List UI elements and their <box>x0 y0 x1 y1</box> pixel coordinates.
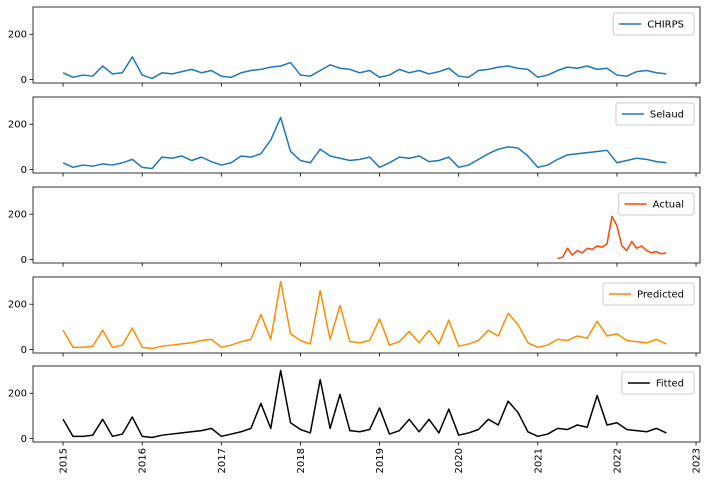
x-tick-label: 2021 <box>533 448 544 473</box>
plot-area <box>62 280 667 350</box>
legend-box <box>615 102 695 126</box>
y-tick-label: 0 <box>21 75 27 86</box>
series-line <box>62 369 667 439</box>
legend: Predicted <box>602 282 695 306</box>
x-tick-label: 2020 <box>454 448 465 473</box>
axes-frame <box>32 365 701 443</box>
y-tick-label: 0 <box>21 255 27 266</box>
series-line <box>62 280 667 350</box>
series-line <box>557 215 667 260</box>
legend-label: Actual <box>653 200 684 211</box>
plot-area <box>62 369 667 439</box>
legend-box <box>618 192 695 216</box>
y-tick-label: 0 <box>21 345 27 356</box>
legend-label: Predicted <box>637 290 684 301</box>
x-tick-label: 2022 <box>612 448 623 473</box>
x-tick-label: 2015 <box>59 448 70 473</box>
legend-label: Selaud <box>650 110 684 121</box>
y-tick-label: 0 <box>21 165 27 176</box>
legend-box <box>612 12 695 36</box>
y-tick-label: 200 <box>8 300 27 311</box>
axes-frame <box>32 6 701 84</box>
plot-area <box>62 116 667 170</box>
plot-area <box>62 56 667 80</box>
axes-frame <box>32 96 701 174</box>
plot-area <box>557 215 667 260</box>
legend-box <box>602 282 695 306</box>
axes-frame <box>32 186 701 264</box>
legend: CHIRPS <box>612 12 695 36</box>
series-line <box>62 56 667 80</box>
y-tick-label: 200 <box>8 120 27 131</box>
x-tick-label: 2019 <box>375 448 386 473</box>
legend-label: CHIRPS <box>647 20 684 31</box>
x-tick-label: 2023 <box>692 448 703 473</box>
x-tick-label: 2017 <box>217 448 228 473</box>
legend-box <box>621 371 695 395</box>
y-tick-label: 200 <box>8 30 27 41</box>
legend-label: Fitted <box>656 379 684 390</box>
y-tick-label: 200 <box>8 389 27 400</box>
x-tick-label: 2018 <box>296 448 307 473</box>
axes-frame <box>32 276 701 354</box>
y-tick-label: 0 <box>21 434 27 445</box>
legend: Actual <box>618 192 695 216</box>
x-tick-label: 2016 <box>138 448 149 473</box>
series-line <box>62 116 667 170</box>
legend: Fitted <box>621 371 695 395</box>
y-tick-label: 200 <box>8 210 27 221</box>
legend: Selaud <box>615 102 695 126</box>
